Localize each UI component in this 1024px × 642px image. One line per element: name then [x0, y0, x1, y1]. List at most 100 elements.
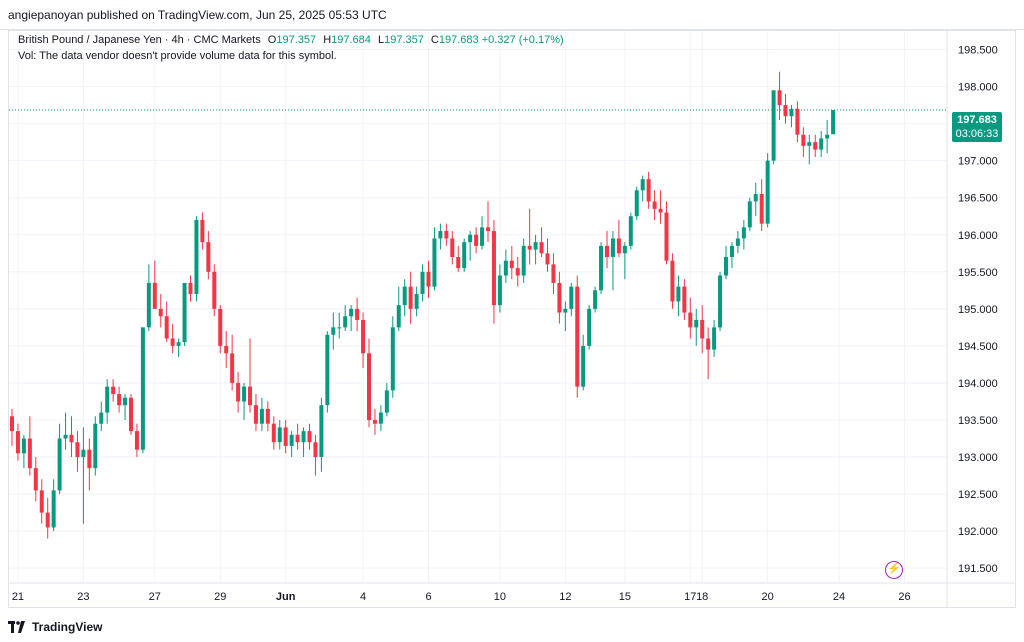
candle-body: [289, 434, 294, 446]
candle-body: [509, 260, 514, 269]
candle-body: [700, 319, 705, 339]
tradingview-logo[interactable]: [8, 621, 26, 633]
candle-body: [610, 238, 615, 257]
change-value: +0.327 (+0.17%): [481, 34, 564, 46]
candle-body: [111, 386, 116, 395]
y-tick-label: 195.000: [958, 304, 998, 316]
candle-body: [831, 110, 836, 135]
candle-body: [21, 438, 26, 454]
candle-body: [212, 271, 217, 309]
candle-body: [378, 412, 383, 424]
candle-body: [152, 282, 157, 309]
candle-body: [825, 134, 830, 139]
open-value: 197.357: [276, 34, 317, 46]
candle-body: [301, 431, 306, 443]
y-tick-label: 193.000: [958, 452, 998, 464]
candle-body: [676, 286, 681, 302]
candle-body: [331, 327, 336, 335]
candle-body: [295, 434, 300, 443]
candle-body: [265, 408, 270, 424]
candle-body: [724, 256, 728, 276]
x-tick-label: 24: [833, 591, 845, 603]
candle-body: [765, 160, 770, 224]
symbol-label: British Pound / Japanese Yen · 4h · CMC …: [18, 34, 261, 46]
candle-body: [682, 286, 687, 313]
candle-body: [729, 245, 734, 257]
candle-body: [616, 238, 621, 254]
candle-body: [605, 245, 609, 257]
candle-body: [545, 253, 550, 265]
candle-body: [813, 142, 818, 150]
candle-body: [652, 201, 657, 209]
candle-body: [10, 416, 14, 432]
publish-header: angiepanoyan published on TradingView.co…: [0, 0, 1024, 30]
candle-body: [343, 316, 348, 328]
y-tick-label: 191.500: [958, 563, 998, 575]
x-tick-label: 29: [214, 591, 226, 603]
x-tick-label: 20: [762, 591, 774, 603]
candle-body: [706, 338, 711, 350]
y-tick-label: 196.000: [958, 230, 998, 242]
candle-body: [313, 442, 318, 458]
candle-body: [307, 431, 312, 443]
candle-body: [170, 338, 175, 346]
x-tick-label: 4: [360, 591, 366, 603]
candle-body: [367, 353, 371, 420]
x-tick-label: 6: [425, 591, 431, 603]
candle-body: [337, 327, 342, 329]
y-tick-label: 194.500: [958, 341, 998, 353]
candle-body: [783, 105, 788, 117]
candle-body: [432, 238, 437, 287]
candle-body: [628, 216, 633, 246]
candle-body: [581, 345, 586, 387]
candle-body: [236, 382, 241, 402]
candle-body: [694, 319, 699, 328]
x-tick-label: 26: [898, 591, 910, 603]
candle-body: [355, 308, 360, 320]
candle-body: [75, 442, 80, 458]
candle-body: [218, 308, 223, 346]
candle-body: [670, 260, 675, 302]
candle-body: [658, 208, 663, 213]
chart-frame[interactable]: [8, 30, 1016, 608]
candle-body: [259, 408, 264, 424]
candle-body: [396, 305, 401, 328]
candle-body: [497, 275, 502, 306]
x-tick-label: 23: [77, 591, 89, 603]
candle-body: [230, 353, 235, 383]
candle-body: [182, 282, 187, 343]
candle-body: [569, 286, 574, 309]
lightning-icon[interactable]: ⚡: [885, 561, 903, 579]
candle-body: [557, 282, 562, 313]
candle-body: [646, 179, 651, 202]
candle-body: [735, 238, 740, 246]
candle-body: [319, 405, 324, 458]
candle-body: [27, 438, 32, 469]
candle-body: [408, 286, 413, 309]
candle-body: [480, 227, 485, 246]
candle-body: [361, 319, 366, 354]
candle-body: [789, 108, 794, 117]
candle-body: [640, 179, 645, 191]
close-label: C: [430, 34, 439, 46]
open-label: O: [267, 34, 277, 46]
candle-body: [81, 449, 86, 458]
candle-body: [741, 227, 746, 239]
high-label: H: [323, 34, 332, 46]
last-price-tag: 197.683 03:06:33: [952, 112, 1002, 142]
publisher-text: angiepanoyan published on TradingView.co…: [8, 8, 387, 22]
candle-body: [551, 264, 556, 283]
candle-body: [45, 512, 50, 528]
candle-body: [390, 327, 395, 391]
candle-body: [105, 386, 110, 413]
candle-body: [129, 397, 133, 432]
x-tick-label: 12: [559, 591, 571, 603]
y-tick-label: 197.000: [958, 156, 998, 168]
candle-body: [224, 345, 229, 354]
candle-body: [57, 438, 62, 491]
candle-body: [69, 434, 74, 443]
candle-body: [15, 431, 20, 454]
candle-body: [402, 286, 407, 306]
candle-body: [146, 282, 151, 328]
